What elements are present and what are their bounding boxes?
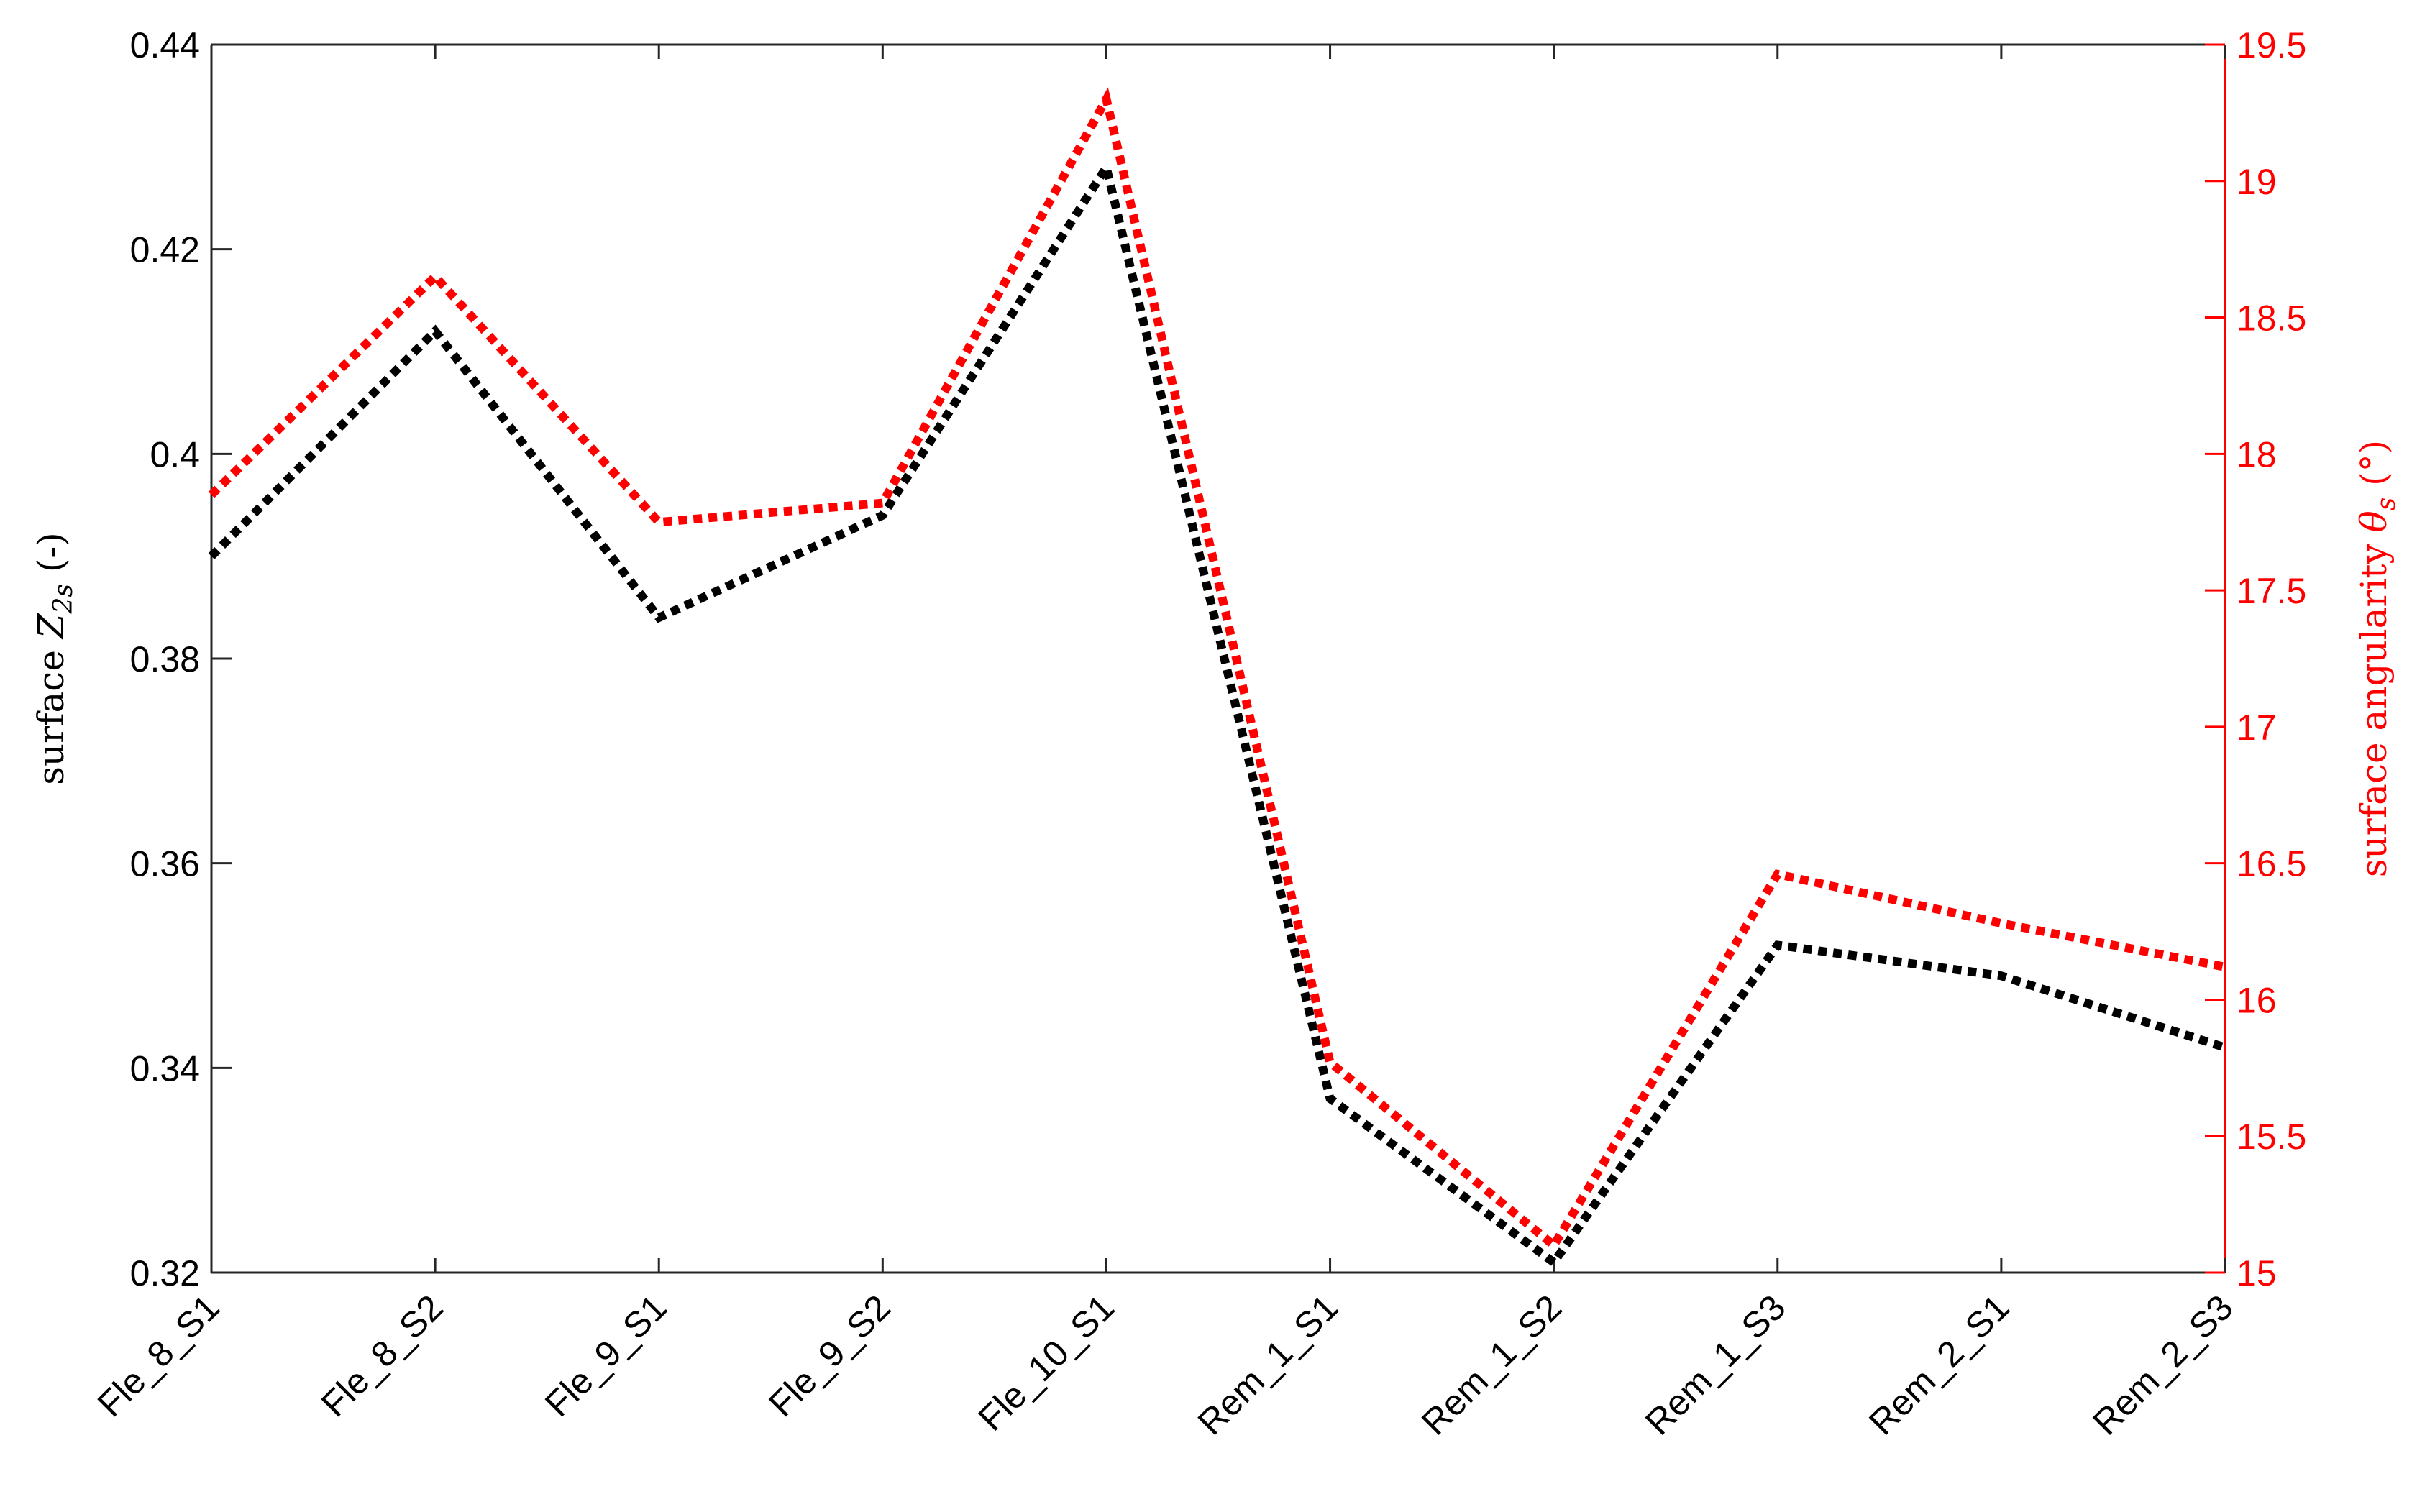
- x-tick-label: Rem_1_S3: [1637, 1287, 1793, 1442]
- left-axis-label-suffix: (-): [30, 532, 72, 584]
- series-angularity-line: [208, 87, 2226, 1252]
- left-tick-label: 0.32: [130, 1253, 200, 1293]
- x-tick-label: Fle_9_S2: [761, 1287, 898, 1424]
- left-axis-label-prefix: surface: [30, 638, 72, 785]
- x-tick-label: Fle_8_S1: [90, 1287, 227, 1424]
- right-tick-label: 18.5: [2237, 298, 2306, 339]
- plot-frame: [211, 45, 2225, 1273]
- x-tick-label: Rem_1_S1: [1190, 1287, 1346, 1442]
- right-axis-label-sub: s: [2372, 498, 2401, 510]
- right-axis-label: surface angularity θs (°): [2353, 440, 2401, 877]
- left-tick-label: 0.36: [130, 844, 200, 884]
- left-tick-label: 0.42: [130, 230, 200, 270]
- right-tick-label: 19: [2237, 162, 2277, 202]
- right-axis-label-suffix: (°): [2353, 440, 2395, 498]
- series-layer: [208, 87, 2226, 1269]
- x-tick-label: Fle_8_S2: [314, 1287, 451, 1424]
- plot-area: [210, 43, 2226, 1274]
- right-tick-label: 16: [2237, 980, 2277, 1020]
- left-axis-ticks: 0.32 0.34 0.36 0.38 0.4 0.42 0.44: [130, 25, 232, 1293]
- left-tick-label: 0.34: [130, 1048, 200, 1089]
- right-tick-label: 15.5: [2237, 1117, 2306, 1157]
- left-tick-label: 0.44: [130, 25, 200, 65]
- left-tick-label: 0.38: [130, 639, 200, 679]
- right-tick-label: 18: [2237, 434, 2277, 475]
- left-tick-label: 0.4: [150, 434, 200, 475]
- series-z2s-line: [208, 156, 2226, 1269]
- right-tick-label: 17: [2237, 707, 2277, 748]
- right-tick-label: 16.5: [2237, 844, 2306, 884]
- left-axis-label: surface Z2s (-): [30, 532, 78, 785]
- left-axis-label-var: Z: [30, 613, 72, 640]
- x-tick-label: Fle_9_S1: [537, 1287, 675, 1424]
- x-tick-label: Rem_2_S3: [2085, 1287, 2240, 1442]
- x-tick-label: Rem_1_S2: [1414, 1287, 1569, 1442]
- right-axis-label-prefix: surface angularity: [2353, 532, 2395, 877]
- right-axis-ticks: 15 15.5 16 16.5 17 17.5 18 18.5 19 19.5: [2205, 25, 2306, 1293]
- right-tick-label: 15: [2237, 1253, 2277, 1293]
- right-tick-label: 19.5: [2237, 25, 2306, 65]
- right-tick-label: 17.5: [2237, 571, 2306, 611]
- x-tick-label: Rem_2_S1: [1861, 1287, 2016, 1442]
- left-axis-label-sub: 2s: [49, 584, 78, 614]
- right-axis-label-var: θ: [2353, 510, 2395, 532]
- x-tick-label: Fle_10_S1: [971, 1287, 1123, 1439]
